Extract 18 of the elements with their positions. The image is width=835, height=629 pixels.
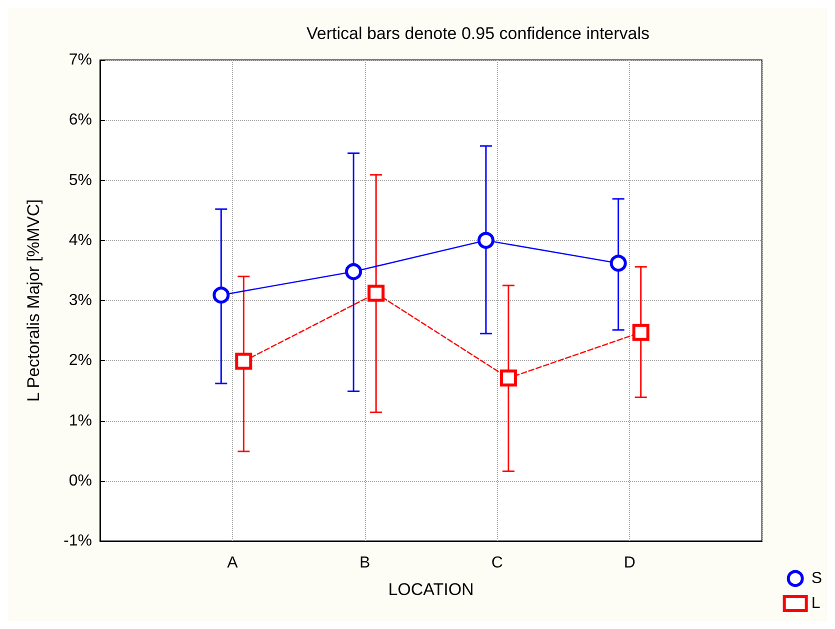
- legend-label: L: [811, 595, 820, 612]
- x-tick-label: A: [227, 554, 238, 572]
- y-axis-title: L Pectoralis Major [%MVC]: [24, 199, 43, 402]
- chart-title: Vertical bars denote 0.95 confidence intervals: [306, 24, 650, 43]
- y-tick-label: 7%: [68, 52, 92, 68]
- y-tick-label: 0%: [68, 472, 92, 490]
- y-tick-label: 5%: [68, 172, 92, 189]
- legend-label: S: [811, 570, 822, 587]
- y-tick-label: 4%: [68, 232, 92, 249]
- y-tick-label: 3%: [68, 292, 92, 309]
- y-tick-label: 2%: [68, 352, 92, 370]
- x-tick-label: C: [491, 554, 503, 572]
- y-tick-label: 1%: [68, 412, 92, 430]
- y-tick-label: 6%: [68, 112, 92, 129]
- x-axis-title: LOCATION: [388, 580, 474, 599]
- x-tick-label: D: [624, 554, 636, 572]
- y-tick-label: -1%: [64, 532, 92, 550]
- x-tick-label: B: [359, 554, 370, 572]
